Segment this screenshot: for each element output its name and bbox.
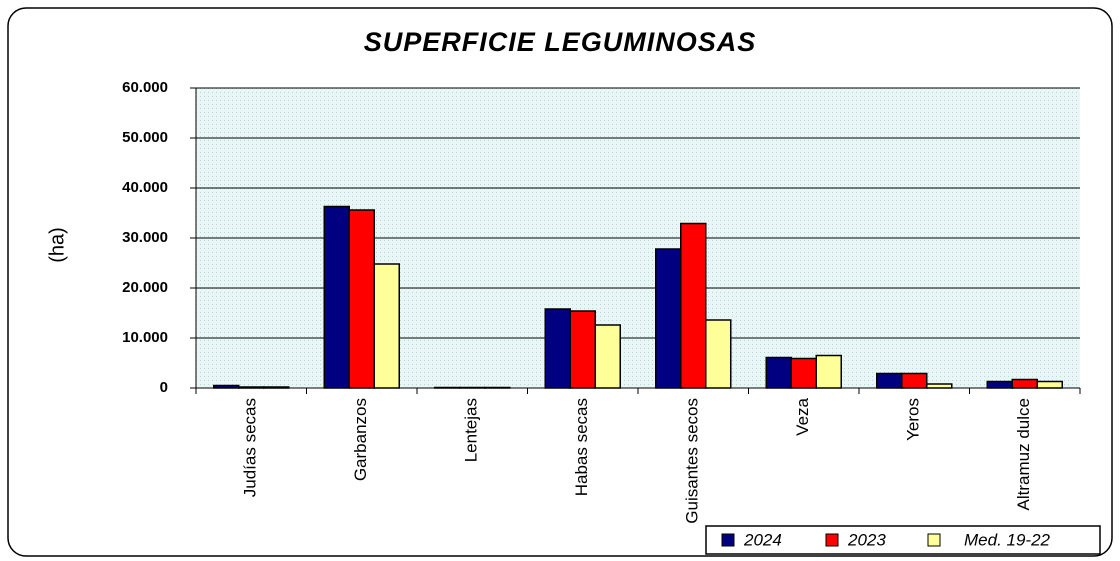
bar [876, 372, 903, 389]
y-tick-label: 30.000 [122, 229, 168, 246]
x-tick-label: Garbanzos [351, 398, 370, 481]
bar [790, 357, 817, 389]
bar [348, 209, 375, 389]
legend-swatch [927, 533, 941, 547]
y-tick-label: 50.000 [122, 129, 168, 146]
bar [765, 356, 792, 389]
bar [926, 383, 953, 389]
legend-label: Med. 19-22 [964, 530, 1051, 549]
bar [1011, 378, 1038, 389]
y-tick-label: 60.000 [122, 79, 168, 96]
bar [680, 222, 707, 389]
bar [434, 386, 461, 389]
x-tick-label: Judías secas [241, 398, 260, 497]
y-axis-label: (ha) [46, 227, 68, 263]
bar [484, 386, 511, 389]
x-tick-label: Yeros [904, 398, 923, 441]
bar [815, 354, 842, 389]
bar [569, 310, 596, 389]
bar [238, 386, 265, 389]
y-tick-label: 20.000 [122, 279, 168, 296]
bar [986, 380, 1013, 389]
legend-swatch [825, 533, 839, 547]
bar [1036, 380, 1063, 389]
legend-swatch [721, 533, 735, 547]
bar [213, 384, 240, 389]
x-tick-label: Veza [793, 397, 812, 435]
chart-title: SUPERFICIE LEGUMINOSAS [364, 27, 757, 57]
bar [901, 372, 928, 389]
x-tick-label: Guisantes secos [683, 398, 702, 524]
legend [705, 525, 1101, 555]
bar [323, 205, 350, 389]
legend-label: 2024 [743, 530, 782, 549]
x-tick-label: Altramuz dulce [1014, 398, 1033, 510]
bar [705, 319, 732, 389]
x-tick-label: Habas secas [572, 398, 591, 496]
x-tick-label: Lentejas [462, 398, 481, 462]
y-tick-label: 10.000 [122, 329, 168, 346]
bar [544, 308, 571, 389]
legend-label: 2023 [847, 530, 886, 549]
bar [594, 324, 621, 389]
bar [373, 263, 400, 389]
bar [655, 248, 682, 389]
y-tick-label: 0 [160, 379, 168, 396]
bar [459, 386, 486, 389]
y-tick-label: 40.000 [122, 179, 168, 196]
bar [263, 386, 290, 389]
